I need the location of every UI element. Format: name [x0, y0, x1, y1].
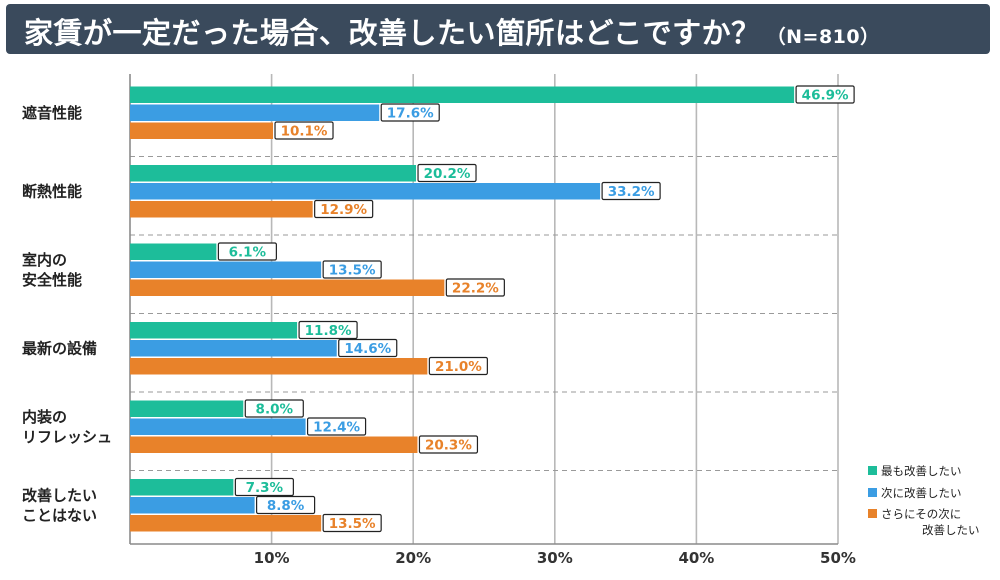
bar	[130, 418, 306, 435]
value-label: 8.8%	[267, 498, 305, 514]
value-label: 20.3%	[425, 438, 472, 454]
value-label-box	[256, 495, 316, 515]
value-label-box	[418, 435, 479, 454]
bar	[130, 122, 274, 139]
value-label-box	[338, 338, 398, 358]
value-label: 6.1%	[229, 245, 267, 261]
bar	[130, 243, 217, 260]
title-bar: 家賃が一定だった場合、改善したい箇所はどこですか？ （N=810）	[6, 4, 990, 54]
value-label-box	[217, 242, 277, 261]
bar	[130, 183, 601, 200]
value-label: 10.1%	[281, 124, 328, 140]
category-label: リフレッシュ	[22, 428, 112, 446]
value-label-box	[601, 181, 661, 201]
value-label-box	[322, 513, 382, 533]
x-tick-label: 50%	[820, 549, 856, 567]
chart-title-n: （N=810）	[766, 26, 880, 48]
value-label: 21.0%	[435, 359, 482, 375]
value-label-box	[274, 121, 334, 140]
value-label-box	[380, 103, 440, 122]
legend-label: 改善したい	[922, 523, 980, 537]
category-label: ことはない	[22, 506, 97, 524]
bar	[130, 322, 298, 339]
bar	[130, 340, 337, 357]
value-label-box	[428, 356, 488, 376]
bar	[130, 436, 418, 453]
legend-swatch	[868, 509, 877, 518]
x-tick-label: 10%	[254, 549, 290, 567]
value-label: 14.6%	[344, 341, 391, 357]
value-label-box	[306, 417, 367, 436]
bar	[130, 104, 380, 121]
bar	[130, 479, 234, 496]
value-label-box	[322, 260, 382, 279]
category-label: 室内の	[22, 251, 67, 269]
value-label-box	[417, 163, 477, 183]
value-label-box	[445, 278, 505, 297]
value-label: 17.6%	[387, 106, 434, 122]
legend-label: さらにその次に	[881, 507, 961, 521]
value-label-box	[314, 199, 374, 219]
legend-label: 最も改善したい	[881, 464, 962, 478]
bar	[130, 497, 255, 514]
value-label: 13.5%	[329, 516, 376, 532]
bar	[130, 86, 795, 103]
bar	[130, 279, 445, 296]
value-label: 12.4%	[313, 420, 360, 436]
value-label: 46.9%	[802, 88, 849, 104]
category-label: 最新の設備	[22, 339, 97, 357]
value-label: 7.3%	[246, 480, 284, 496]
bar	[130, 201, 313, 218]
x-tick-label: 30%	[537, 549, 573, 567]
value-label-box	[244, 399, 304, 418]
value-label: 11.8%	[305, 323, 352, 339]
value-label-box	[298, 320, 358, 340]
value-label-box	[795, 85, 855, 104]
category-label: 安全性能	[22, 271, 82, 289]
x-tick-label: 20%	[395, 549, 431, 567]
value-label: 33.2%	[608, 184, 655, 200]
legend-swatch	[868, 466, 877, 475]
category-label: 遮音性能	[22, 104, 82, 122]
value-label-box	[234, 477, 294, 497]
bar	[130, 261, 322, 278]
bar	[130, 165, 417, 182]
category-label: 内装の	[22, 408, 67, 426]
bar	[130, 358, 428, 375]
value-label: 20.2%	[424, 166, 471, 182]
chart-title-main: 家賃が一定だった場合、改善したい箇所はどこですか？	[24, 16, 761, 50]
x-tick-label: 40%	[678, 549, 714, 567]
legend-swatch	[868, 488, 877, 497]
legend-label: 次に改善したい	[881, 486, 962, 500]
value-label: 12.9%	[320, 202, 367, 218]
bar	[130, 400, 244, 417]
bar	[130, 515, 322, 532]
value-label: 22.2%	[452, 281, 499, 297]
value-label: 13.5%	[329, 263, 376, 279]
category-label: 断熱性能	[22, 182, 82, 200]
value-label: 8.0%	[256, 402, 294, 418]
chart-title: 家賃が一定だった場合、改善したい箇所はどこですか？ （N=810）	[24, 10, 880, 52]
category-label: 改善したい	[22, 486, 97, 504]
